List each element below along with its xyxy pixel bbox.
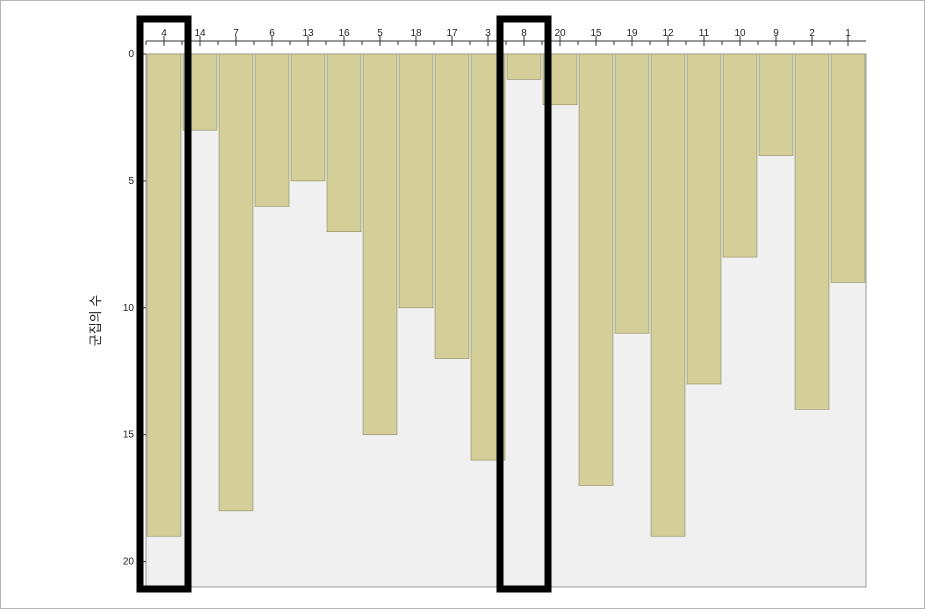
x-tick-label-6: 6: [269, 28, 275, 39]
x-tick-label-18: 18: [410, 28, 422, 39]
highlight-box-4: [136, 15, 192, 593]
x-tick-label-4: 4: [161, 28, 167, 39]
bar-17: [434, 53, 470, 359]
bar-5: [362, 53, 398, 436]
x-tick-label-19: 19: [626, 28, 638, 39]
bar-4: [146, 53, 182, 537]
x-tick-label-15: 15: [590, 28, 602, 39]
bar-19: [614, 53, 650, 334]
bar-6: [254, 53, 290, 207]
x-tick-label-11: 11: [699, 28, 710, 39]
x-tick-label-16: 16: [338, 28, 350, 39]
bar-12: [650, 53, 686, 537]
x-tick-label-2: 2: [809, 28, 815, 39]
y-tick-label-5: 5: [128, 176, 134, 187]
x-tick-label-17: 17: [446, 28, 458, 39]
x-tick-label-10: 10: [734, 28, 746, 39]
highlight-box-8: [496, 15, 552, 593]
x-tick-label-1: 1: [845, 28, 851, 39]
bar-1: [830, 53, 866, 283]
y-tick-label-15: 15: [123, 430, 135, 441]
bar-18: [398, 53, 434, 309]
x-tick-label-3: 3: [485, 28, 491, 39]
x-tick-label-13: 13: [302, 28, 314, 39]
x-tick-label-8: 8: [521, 28, 527, 39]
x-tick-label-5: 5: [377, 28, 383, 39]
bar-13: [290, 53, 326, 182]
x-tick-label-20: 20: [554, 28, 566, 39]
y-tick-label-20: 20: [123, 557, 135, 568]
bar-16: [326, 53, 362, 232]
y-tick-label-10: 10: [123, 303, 135, 314]
y-axis-label: 군집의 수: [88, 295, 103, 346]
bar-15: [578, 53, 614, 486]
bar-9: [758, 53, 794, 156]
plot-area: [145, 53, 867, 588]
bar-11: [686, 53, 722, 385]
x-tick-label-14: 14: [194, 28, 206, 39]
x-tick-label-9: 9: [773, 28, 779, 39]
bar-2: [794, 53, 830, 410]
x-tick-label-7: 7: [233, 28, 239, 39]
y-tick-label-0: 0: [128, 49, 134, 60]
x-tick-label-12: 12: [662, 28, 674, 39]
bar-8: [506, 53, 542, 80]
bar-10: [722, 53, 758, 258]
bar-7: [218, 53, 254, 512]
